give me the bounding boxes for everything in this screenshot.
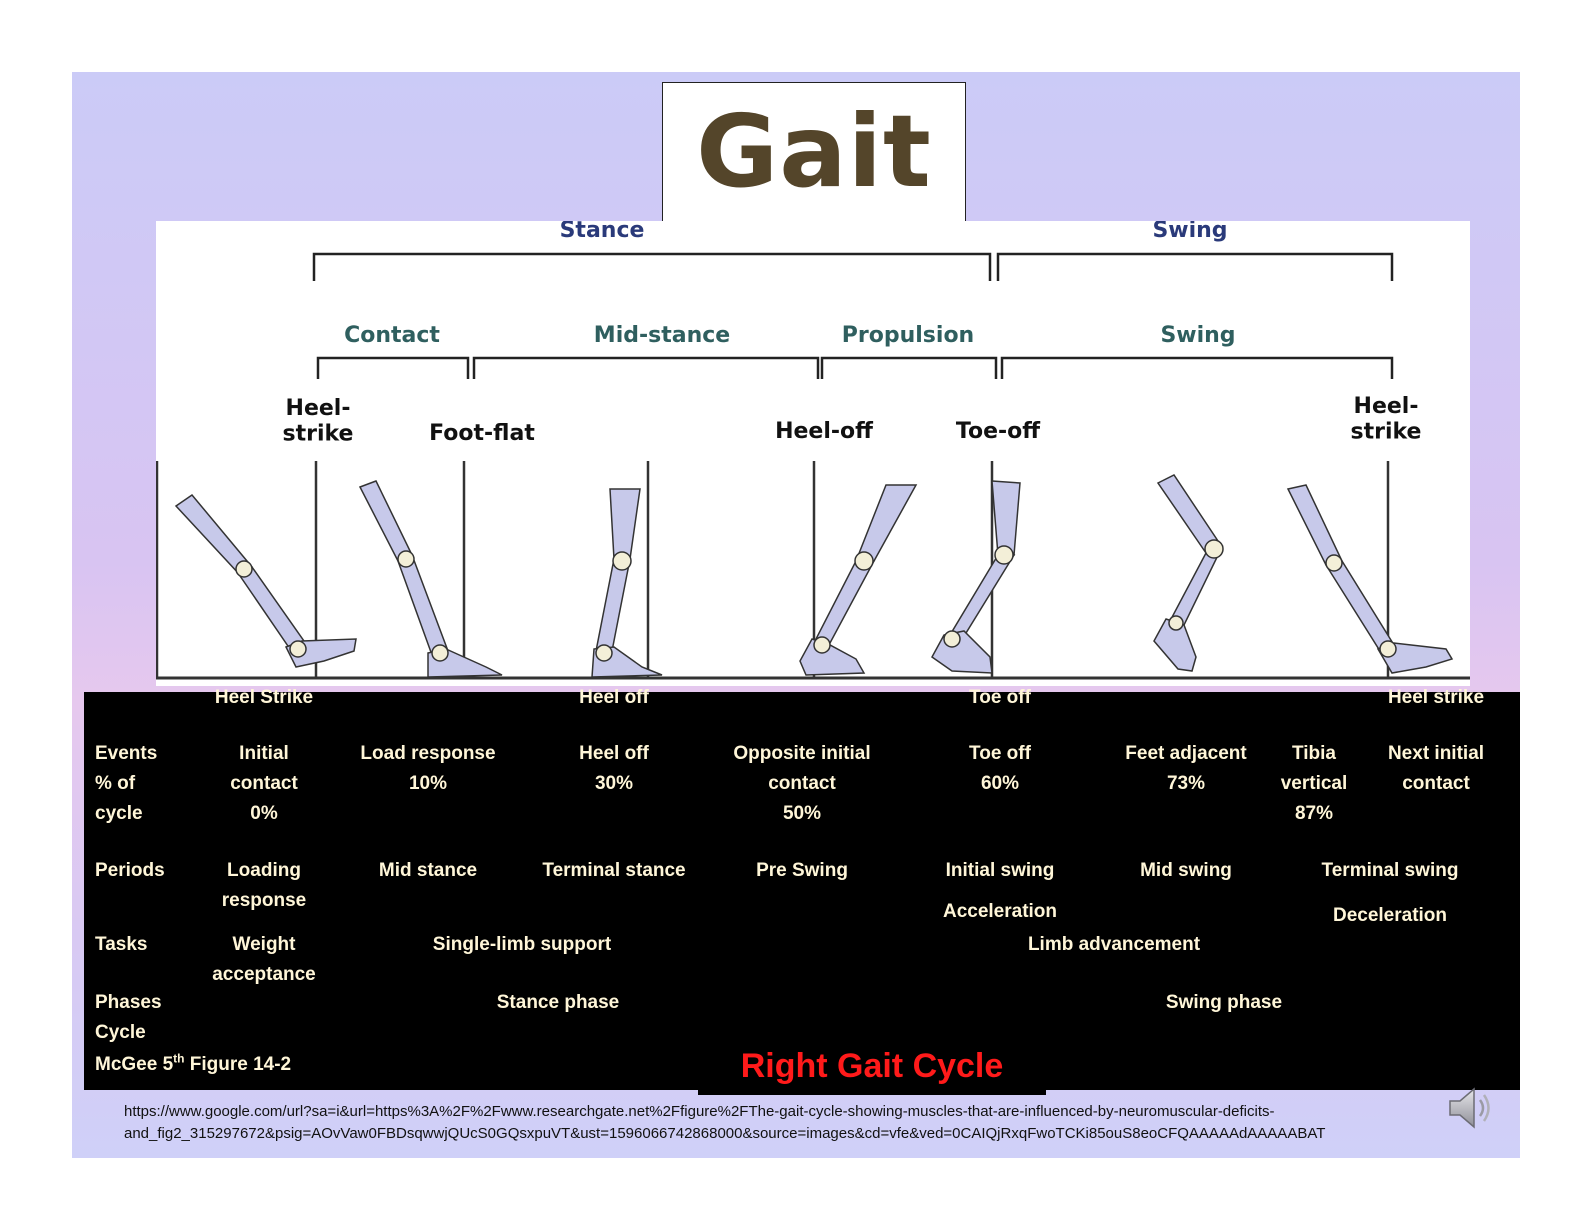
source-reference-text: McGee 5th Figure 14-2 [95,1052,292,1076]
header-event-heel-strike-2: Heel strike [1387,687,1485,708]
gait-diagram: Stance Swing Contact Mid-stance Propulsi… [156,221,1470,680]
caption: Right Gait Cycle [740,1047,1004,1085]
row-label-events: Events% of cycle [95,743,158,824]
period-terminal-swing: Terminal swing [1321,860,1459,881]
title-box: Gait [662,82,966,223]
stance-swing-brackets [312,252,1394,379]
event-tibia-vertical: Tibia vertical 87% [1280,743,1348,824]
phase-swing: Swing phase [1165,992,1283,1013]
label-mid-stance: Mid-stance [594,323,730,348]
gait-cycle-figure: Stance Swing Contact Mid-stance Propulsi… [156,221,1470,686]
task-single-limb-support: Single-limb support [432,934,612,955]
period-loading-response: Loading response [221,860,307,911]
event-next-initial-contact: Next initial contact [1387,743,1485,794]
page-title: Gait [696,93,932,210]
event-heel-off: Heel-off [775,419,874,444]
label-swing-top: Swing [1152,221,1227,243]
period-mid-swing: Mid swing [1140,860,1232,881]
label-propulsion: Propulsion [842,323,974,348]
label-swing-phase: Swing [1160,323,1235,348]
gait-cycle-table: Heel Strike Heel off Toe off Heel strike… [84,687,1520,1090]
row-label-tasks: Tasks [95,934,148,955]
event-foot-flat: Foot-flat [429,421,535,446]
speaker-icon[interactable] [1444,1082,1496,1134]
event-toe-off: Toe off 60% [969,743,1031,794]
label-contact: Contact [344,323,440,348]
header-event-heel-strike: Heel Strike [214,687,314,708]
source-reference: McGee 5th Figure 14-2 [95,1044,291,1080]
event-feet-adjacent: Feet adjacent 73% [1125,743,1247,794]
task-limb-advancement: Limb advancement [1027,934,1201,955]
label-stance: Stance [560,221,645,243]
event-load-response: Load response 10% [360,743,496,794]
period-mid-stance: Mid stance [378,860,478,881]
period-note-deceleration: Deceleration [1332,905,1448,926]
row-label-phases: Phases Cycle [95,992,162,1043]
header-event-heel-off: Heel off [579,687,649,708]
source-url[interactable]: https://www.google.com/url?sa=i&url=http… [124,1103,1326,1142]
leg-figures [174,474,1454,678]
speaker-icon-glyph [1449,1087,1490,1129]
row-label-periods: Periods [95,860,165,881]
header-event-toe-off: Toe off [969,687,1031,708]
event-heel-off: Heel off 30% [579,743,649,794]
event-heel-strike-1: Heel-strike [283,396,354,446]
period-terminal-stance: Terminal stance [542,860,686,881]
period-initial-swing: Initial swing [945,860,1055,881]
task-weight-acceptance: Weight acceptance [212,934,316,985]
period-note-acceleration: Acceleration [942,901,1058,922]
phase-stance: Stance phase [496,992,620,1013]
event-heel-strike-2: Heel-strike [1351,394,1422,444]
event-initial-contact: Initial contact 0% [230,743,298,824]
event-toe-off: Toe-off [956,419,1041,444]
event-opposite-initial-contact: Opposite initial contact 50% [733,743,871,824]
caption-box: Right Gait Cycle [698,1041,1046,1095]
period-pre-swing: Pre Swing [756,860,848,881]
